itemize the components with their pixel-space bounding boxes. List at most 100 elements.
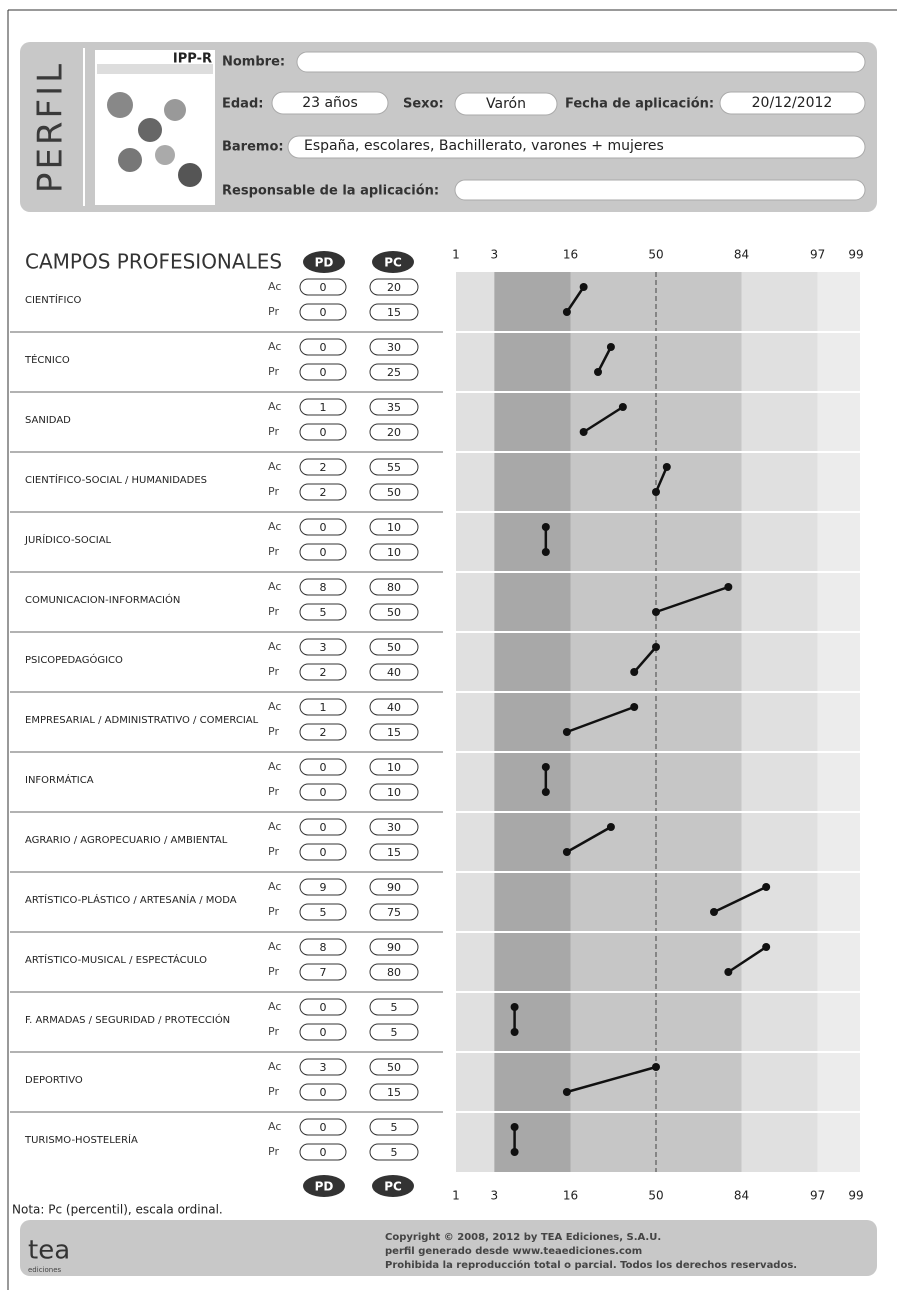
pd-oval	[299, 998, 347, 1016]
pc-value: 50	[387, 1061, 401, 1074]
cover-image	[178, 163, 202, 187]
pd-oval	[299, 1023, 347, 1041]
x-tick-label: 97	[810, 248, 825, 262]
field-box	[287, 135, 866, 159]
category-label: JURÍDICO-SOCIAL	[24, 533, 112, 546]
series-label: Pr	[268, 545, 279, 558]
pd-oval	[299, 698, 347, 716]
column-badge	[372, 1175, 414, 1197]
pc-oval	[369, 278, 419, 296]
column-badge	[303, 1175, 345, 1197]
pd-value: 0	[320, 1026, 327, 1039]
x-tick-label: 16	[563, 1189, 578, 1203]
profile-point	[541, 548, 550, 556]
x-tick-label: 99	[848, 248, 863, 262]
pc-value: 10	[387, 546, 401, 559]
pd-oval	[299, 1058, 347, 1076]
pd-oval	[299, 1143, 347, 1161]
band	[817, 272, 860, 1172]
pc-oval	[369, 398, 419, 416]
pc-value: 10	[387, 521, 401, 534]
category-label: ARTÍSTICO-PLÁSTICO / ARTESANÍA / MODA	[25, 893, 237, 906]
series-label: Ac	[268, 520, 281, 533]
pd-oval	[299, 723, 347, 741]
x-tick-label: 99	[848, 1189, 863, 1203]
pc-oval	[369, 963, 419, 981]
pc-oval	[369, 818, 419, 836]
pc-value: 10	[387, 761, 401, 774]
profile-point	[510, 1003, 519, 1011]
profile-point	[652, 608, 660, 616]
category-label: INFORMÁTICA	[25, 773, 94, 786]
profile-point	[709, 908, 718, 916]
profile-point	[510, 1028, 519, 1036]
pc-oval	[369, 723, 419, 741]
field-label: Fecha de aplicación:	[565, 97, 714, 112]
series-label: Ac	[268, 280, 281, 293]
pc-oval	[369, 603, 419, 621]
pc-value: 75	[387, 906, 401, 919]
profile-point	[762, 943, 771, 951]
pc-oval	[369, 1143, 419, 1161]
x-tick-label: 1	[452, 248, 460, 262]
field-value: Varón	[486, 96, 526, 112]
category-label: COMUNICACION-INFORMACIÓN	[25, 593, 180, 606]
pc-oval	[369, 783, 419, 801]
pc-oval	[369, 1058, 419, 1076]
category-label: TURISMO-HOSTELERÍA	[24, 1133, 138, 1146]
profile-point	[510, 1123, 519, 1131]
pc-oval	[369, 878, 419, 896]
series-label: Pr	[268, 305, 279, 318]
pc-value: 20	[387, 281, 401, 294]
series-label: Ac	[268, 880, 281, 893]
pd-oval	[299, 578, 347, 596]
pc-oval	[369, 1023, 419, 1041]
pd-value: 5	[320, 606, 327, 619]
pd-value: 1	[320, 401, 327, 414]
pc-value: 40	[387, 666, 401, 679]
pd-value: 2	[320, 726, 327, 739]
pd-value: 0	[320, 341, 327, 354]
pd-value: 0	[320, 306, 327, 319]
pd-oval	[299, 363, 347, 381]
pd-value: 3	[320, 1061, 327, 1074]
band	[456, 272, 495, 1172]
pd-value: 8	[320, 581, 327, 594]
pc-value: 55	[387, 461, 401, 474]
pd-oval	[299, 483, 347, 501]
band	[741, 272, 818, 1172]
pc-value: 30	[387, 341, 401, 354]
series-label: Ac	[268, 940, 281, 953]
series-label: Ac	[268, 340, 281, 353]
pc-oval	[369, 518, 419, 536]
header-box	[20, 42, 877, 212]
pd-oval	[299, 518, 347, 536]
pd-oval	[299, 758, 347, 776]
pc-oval	[369, 483, 419, 501]
profile-point	[662, 463, 671, 471]
pc-oval	[369, 638, 419, 656]
profile-point	[652, 1063, 660, 1071]
series-label: Ac	[268, 820, 281, 833]
field-label: Sexo:	[403, 97, 444, 112]
profile-point	[579, 428, 588, 436]
pd-value: 2	[320, 486, 327, 499]
cover-image	[107, 92, 133, 118]
pc-oval	[369, 363, 419, 381]
profile-point	[762, 883, 771, 891]
pc-value: 50	[387, 486, 401, 499]
profile-link	[727, 945, 767, 974]
band	[570, 272, 656, 1172]
pc-oval	[369, 578, 419, 596]
pd-value: 0	[320, 846, 327, 859]
profile-point	[541, 788, 550, 796]
pc-oval	[369, 843, 419, 861]
series-label: Pr	[268, 365, 279, 378]
pc-value: 80	[387, 966, 401, 979]
series-label: Ac	[268, 580, 281, 593]
column-header: PC	[384, 256, 402, 270]
pc-oval	[369, 758, 419, 776]
pd-oval	[299, 338, 347, 356]
x-tick-label: 84	[734, 1189, 749, 1203]
